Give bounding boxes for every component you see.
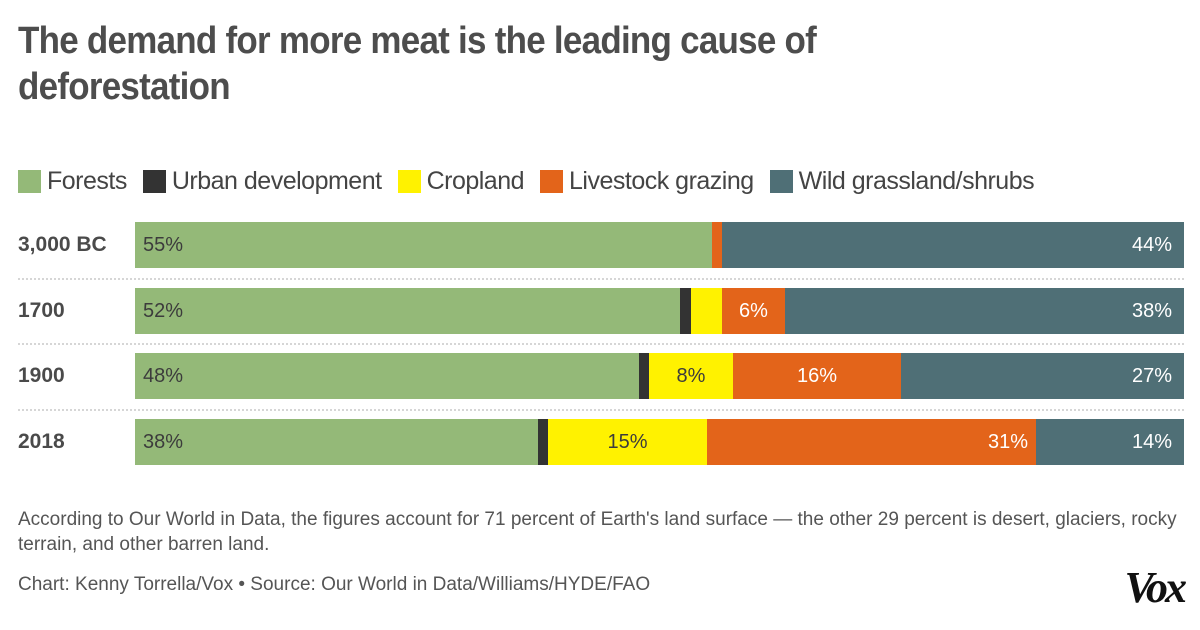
category-label: 3,000 BC — [18, 233, 107, 256]
stacked-bar: 52% 6% 38% — [135, 288, 1184, 334]
bar-segment-cropland — [649, 353, 733, 399]
data-label: 38% — [1131, 300, 1172, 322]
bar-segment-forests — [135, 288, 680, 334]
data-label: 27% — [1131, 365, 1172, 387]
bar-segment-urban-development — [639, 353, 649, 399]
row-separator — [18, 343, 1184, 345]
legend-swatch-wild-grassland — [769, 169, 793, 193]
row-separator — [18, 278, 1184, 280]
legend: Forests Urban development Cropland Lives… — [18, 166, 1050, 196]
bar-segment-livestock-grazing — [712, 222, 722, 268]
legend-label-forests: Forests — [47, 166, 127, 195]
chart-note: According to Our World in Data, the figu… — [18, 509, 1177, 555]
stacked-bar: 55% 44% — [135, 222, 1184, 268]
bar-row-1900: 1900 48% 8% 16% 27% — [0, 353, 1200, 399]
data-label: 44% — [1131, 234, 1172, 256]
bar-segment-wild-grassland-shrubs — [785, 288, 1184, 334]
bar-segment-forests — [135, 419, 538, 465]
legend-item-cropland: Cropland — [397, 166, 525, 196]
chart-credit: Chart: Kenny Torrella/Vox • Source: Our … — [18, 574, 651, 595]
category-label: 1900 — [18, 364, 65, 387]
data-label: 6% — [739, 300, 768, 322]
bar-segment-livestock-grazing — [707, 419, 1036, 465]
legend-swatch-forests — [18, 169, 41, 193]
data-label: 31% — [987, 431, 1028, 453]
bar-segment-livestock-grazing — [733, 353, 901, 399]
bar-segment-livestock-grazing — [722, 288, 785, 334]
legend-item-wild-grassland: Wild grassland/shrubs — [769, 166, 1035, 196]
category-label: 1700 — [18, 299, 65, 322]
stacked-bar: 38% 15% 31% 14% — [135, 419, 1184, 465]
data-label: 16% — [796, 365, 838, 387]
legend-label-urban-development: Urban development — [171, 166, 382, 195]
bar-segment-forests — [135, 353, 639, 399]
bar-row-3-000-bc: 3,000 BC 55% 44% — [0, 222, 1200, 268]
legend-label-wild-grassland: Wild grassland/shrubs — [798, 166, 1035, 195]
bar-segment-forests — [135, 222, 712, 268]
data-label: 48% — [143, 365, 184, 387]
category-label: 2018 — [18, 430, 65, 453]
legend-item-forests: Forests — [18, 167, 127, 196]
data-label: 55% — [143, 234, 184, 256]
stacked-bar: 48% 8% 16% 27% — [135, 353, 1184, 399]
legend-label-cropland: Cropland — [426, 166, 525, 195]
legend-swatch-livestock-grazing — [540, 169, 564, 193]
legend-label-livestock-grazing: Livestock grazing — [569, 166, 754, 195]
legend-item-urban-development: Urban development — [142, 166, 382, 196]
legend-swatch-cropland — [397, 169, 421, 193]
bar-segment-urban-development — [538, 419, 548, 465]
bar-row-2018: 2018 38% 15% 31% 14% — [0, 419, 1200, 465]
bar-segment-cropland — [548, 419, 707, 465]
data-label: 14% — [1131, 431, 1172, 453]
legend-item-livestock-grazing: Livestock grazing — [540, 167, 754, 196]
bar-segment-wild-grassland-shrubs — [901, 353, 1184, 399]
row-separator — [18, 409, 1184, 411]
data-label: 15% — [607, 431, 648, 453]
data-label: 52% — [143, 300, 184, 322]
data-label: 38% — [143, 431, 184, 453]
bar-row-1700: 1700 52% 6% 38% — [0, 288, 1200, 334]
bar-segment-wild-grassland-shrubs — [1036, 419, 1184, 465]
bar-segment-wild-grassland-shrubs — [722, 222, 1184, 268]
legend-swatch-urban-development — [142, 169, 166, 193]
data-label: 8% — [676, 365, 706, 387]
vox-logo: Vox — [1124, 563, 1188, 612]
bar-segment-urban-development — [680, 288, 691, 334]
bar-segment-cropland — [691, 288, 722, 334]
chart-title: The demand for more meat is the leading … — [18, 20, 817, 108]
stacked-bar-chart: 3,000 BC 55% 44% 1700 52% 6% 38% 1900 48% 8% 16% 27… — [0, 222, 1200, 482]
